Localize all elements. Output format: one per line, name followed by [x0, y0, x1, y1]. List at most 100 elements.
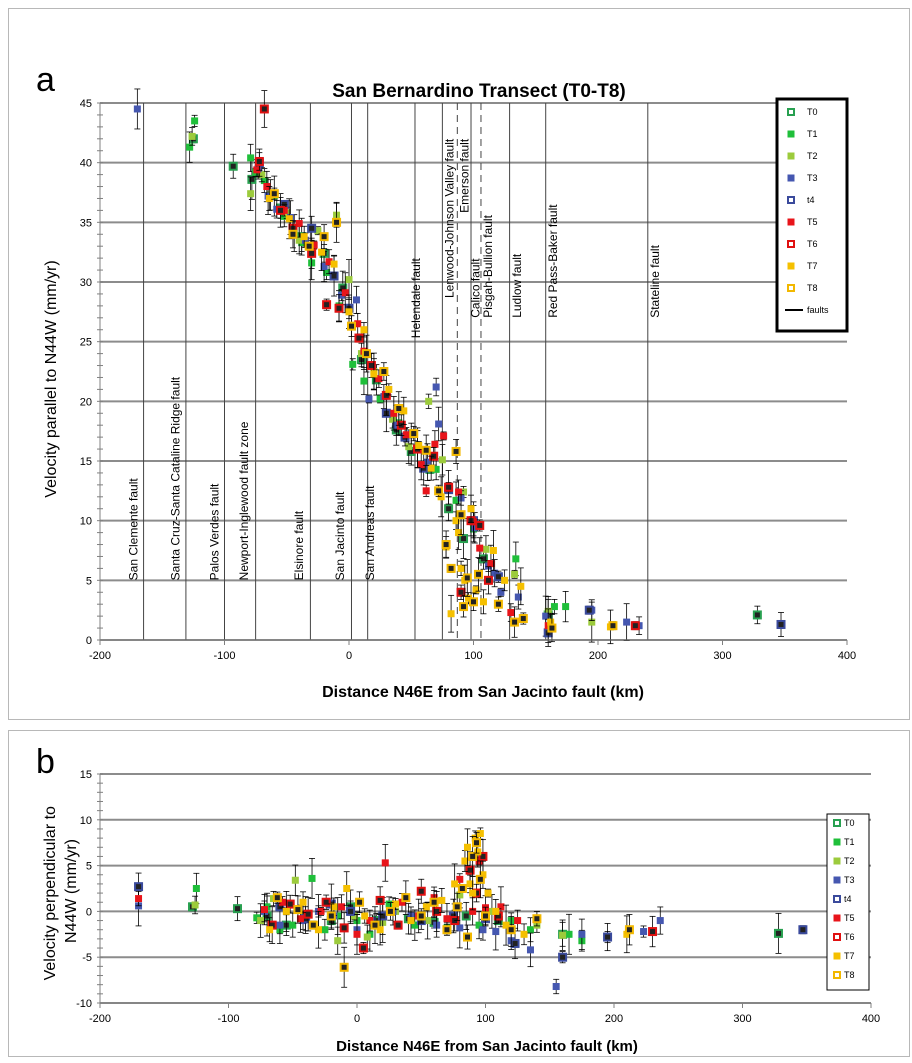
- x-tick-label: -100: [217, 1013, 239, 1025]
- data-point-t2: [424, 917, 432, 925]
- legend-marker-t2: [833, 857, 841, 865]
- data-point-t2: [191, 901, 199, 909]
- data-point-t3: [352, 296, 360, 304]
- fault-label: Ludlow fault: [510, 253, 524, 318]
- legend-marker-t0: [833, 819, 841, 827]
- data-point-t8: [624, 925, 634, 935]
- data-point-t4: [307, 223, 317, 233]
- y-tick-label: 40: [80, 158, 92, 170]
- data-point-t1: [334, 912, 342, 920]
- x-tick-label: 200: [605, 1013, 623, 1025]
- data-point-t7: [464, 843, 472, 851]
- x-tick-label: -200: [89, 1013, 111, 1025]
- chart-a: a San Bernardino Transect (T0-T8) Veloci…: [36, 61, 856, 701]
- data-point-t1: [526, 926, 534, 934]
- data-point-t0: [459, 534, 469, 544]
- data-point-t8: [463, 932, 473, 942]
- data-point-t1: [385, 900, 393, 908]
- data-point-t5: [278, 898, 286, 906]
- x-tick-label: 400: [862, 1013, 880, 1025]
- data-point-t1: [323, 268, 331, 276]
- data-point-t5: [375, 375, 383, 383]
- chart-a-y-axis-title: Velocity parallel to N44W (mm/yr): [43, 260, 60, 497]
- data-point-t4: [776, 619, 786, 629]
- data-point-t5: [353, 930, 361, 938]
- data-point-t7: [438, 896, 446, 904]
- data-point-t6: [393, 920, 403, 930]
- data-point-t7: [479, 598, 487, 606]
- data-point-t8: [394, 403, 404, 413]
- data-point-t5: [487, 560, 495, 568]
- data-point-t8: [468, 851, 478, 861]
- data-point-t2: [460, 488, 468, 496]
- data-point-t1: [432, 465, 440, 473]
- data-point-t5: [469, 907, 477, 915]
- data-point-t6: [254, 156, 264, 166]
- data-point-t6: [444, 482, 454, 492]
- fault-label: San Clemente fault: [126, 478, 140, 581]
- data-point-t7: [447, 610, 455, 618]
- panel-a-letter: a: [36, 61, 55, 99]
- data-point-t7: [285, 215, 293, 223]
- data-point-t6: [276, 205, 286, 215]
- data-point-t8: [416, 911, 426, 921]
- data-point-t7: [370, 370, 378, 378]
- data-point-t7: [479, 871, 487, 879]
- data-point-t7: [623, 930, 631, 938]
- data-point-t4: [558, 952, 568, 962]
- legend-marker-t2: [787, 152, 795, 160]
- fault-label: Stateline fault: [648, 244, 662, 317]
- data-point-t5: [443, 915, 451, 923]
- data-point-t7: [502, 921, 510, 929]
- data-point-t5: [440, 432, 448, 440]
- data-point-t6: [432, 906, 442, 916]
- data-point-t6: [339, 923, 349, 933]
- data-point-t1: [360, 377, 368, 385]
- data-point-t4: [493, 572, 503, 582]
- x-tick-label: -100: [213, 650, 235, 662]
- legend-marker-t8: [833, 971, 841, 979]
- data-point-t7: [360, 326, 368, 334]
- chart-b-legend: T0 T1 T2 T3 t4 T5 T6 T7 T8: [826, 813, 870, 991]
- data-point-t7: [466, 880, 474, 888]
- chart-a-x-axis-title: Distance N46E from San Jacinto fault (km…: [322, 684, 644, 701]
- data-point-t1: [475, 921, 483, 929]
- legend-label: T8: [807, 283, 818, 293]
- data-point-t2: [363, 933, 371, 941]
- data-point-t7: [469, 889, 477, 897]
- data-point-t6: [416, 886, 426, 896]
- data-point-t3: [479, 926, 487, 934]
- data-point-t7: [422, 903, 430, 911]
- chart-b-y-axis-title-line-1: Velocity perpendicular to: [42, 806, 59, 980]
- data-point-t7: [476, 830, 484, 838]
- data-point-t2: [405, 443, 413, 451]
- data-point-t2: [247, 190, 255, 198]
- data-point-t8: [379, 367, 389, 376]
- legend-label: T8: [844, 970, 855, 980]
- data-point-t6: [630, 621, 640, 631]
- data-point-t7: [300, 233, 308, 241]
- data-point-t7: [461, 857, 469, 865]
- data-point-t3: [456, 924, 464, 932]
- y-tick-label: 20: [80, 396, 92, 408]
- y-tick-label: 45: [80, 98, 92, 110]
- data-point-t7: [318, 248, 326, 256]
- data-point-t7: [266, 926, 274, 934]
- data-point-t0: [461, 911, 471, 921]
- data-point-t8: [446, 563, 456, 573]
- legend-label: T6: [844, 932, 855, 942]
- legend-label: T5: [807, 217, 818, 227]
- data-point-t7: [330, 903, 338, 911]
- data-point-t1: [411, 921, 419, 929]
- x-tick-label: 100: [464, 650, 482, 662]
- data-point-t3: [623, 618, 631, 626]
- y-tick-label: 35: [80, 217, 92, 229]
- data-point-t6: [334, 303, 344, 313]
- data-point-t2: [188, 132, 196, 140]
- data-point-t6: [303, 909, 313, 919]
- data-point-t8: [547, 623, 557, 633]
- data-point-t6: [456, 587, 466, 597]
- legend-label: T7: [844, 951, 855, 961]
- data-point-t7: [385, 385, 393, 393]
- chart-b: b Velocity perpendicular to N44W (mm/yr)…: [36, 743, 880, 1055]
